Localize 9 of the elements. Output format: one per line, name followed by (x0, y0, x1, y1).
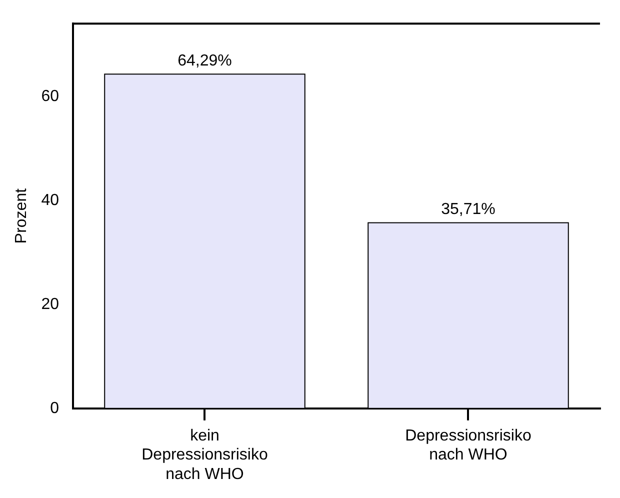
y-axis-title: Prozent (13, 188, 30, 244)
y-tick-label: 60 (41, 88, 60, 105)
data-label: 64,29% (178, 52, 232, 70)
y-tick-label: 40 (41, 192, 60, 209)
x-tick-label: Depressionsrisiko nach WHO (405, 427, 532, 464)
data-label: 35,71% (441, 201, 496, 218)
y-tick-label: 0 (50, 400, 60, 417)
y-tick-label: 20 (41, 296, 60, 313)
x-tick-label: kein Depressionsrisiko nach WHO (142, 427, 268, 483)
